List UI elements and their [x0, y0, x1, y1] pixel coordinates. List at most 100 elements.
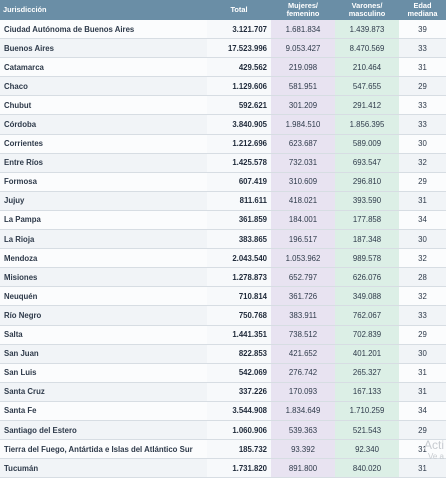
- row-mujeres: 539.363: [271, 420, 335, 441]
- table-row: Buenos Aires 17.523.996 9.053.427 8.470.569…: [0, 38, 446, 59]
- row-mujeres: 738.512: [271, 325, 335, 345]
- row-mujeres: 421.652: [271, 344, 335, 364]
- row-edad: 31: [399, 363, 446, 383]
- row-jurisdiccion: Chaco: [0, 76, 207, 97]
- table-row: Misiones 1.278.873 652.797 626.076 28: [0, 267, 446, 288]
- row-mujeres: 891.800: [271, 458, 335, 478]
- table-row: Mendoza 2.043.540 1.053.962 989.578 32: [0, 248, 446, 269]
- row-mujeres: 170.093: [271, 382, 335, 402]
- row-mujeres: 418.021: [271, 191, 335, 211]
- row-edad: 32: [399, 248, 446, 269]
- row-edad: 29: [399, 172, 446, 192]
- row-mujeres: 581.951: [271, 76, 335, 97]
- row-mujeres: 383.911: [271, 305, 335, 326]
- header-jurisdiccion: Jurisdicción: [0, 0, 207, 20]
- table-row: Córdoba 3.840.905 1.984.510 1.856.395 33: [0, 114, 446, 135]
- row-edad: 30: [399, 134, 446, 154]
- watermark-line-1: Acti: [423, 438, 444, 452]
- row-edad: 39: [399, 20, 446, 40]
- row-varones: 1.439.873: [335, 20, 399, 40]
- row-edad: 34: [399, 210, 446, 231]
- table-row: San Juan 822.853 421.652 401.201 30: [0, 344, 446, 364]
- row-jurisdiccion: Río Negro: [0, 305, 207, 326]
- row-total: 811.611: [207, 191, 271, 211]
- table-row: Salta 1.441.351 738.512 702.839 29: [0, 325, 446, 345]
- table-row: Chubut 592.621 301.209 291.412 33: [0, 95, 446, 116]
- row-mujeres: 623.687: [271, 134, 335, 154]
- row-edad: 31: [399, 57, 446, 78]
- row-varones: 187.348: [335, 229, 399, 250]
- row-jurisdiccion: Ciudad Autónoma de Buenos Aires: [0, 20, 207, 40]
- table-row: Formosa 607.419 310.609 296.810 29: [0, 172, 446, 192]
- row-varones: 92.340: [335, 439, 399, 460]
- row-total: 592.621: [207, 95, 271, 116]
- row-jurisdiccion: Formosa: [0, 172, 207, 192]
- row-edad: 31: [399, 191, 446, 211]
- row-total: 750.768: [207, 305, 271, 326]
- row-total: 1.278.873: [207, 267, 271, 288]
- table-row: San Luis 542.069 276.742 265.327 31: [0, 363, 446, 383]
- row-mujeres: 361.726: [271, 286, 335, 307]
- row-jurisdiccion: Chubut: [0, 95, 207, 116]
- table-header-row: Jurisdicción Total Mujeres/ femenino Var…: [0, 0, 446, 20]
- row-jurisdiccion: Catamarca: [0, 57, 207, 78]
- row-jurisdiccion: Misiones: [0, 267, 207, 288]
- row-edad: 33: [399, 38, 446, 59]
- row-mujeres: 93.392: [271, 439, 335, 460]
- table-row: La Pampa 361.859 184.001 177.858 34: [0, 210, 446, 231]
- row-jurisdiccion: Mendoza: [0, 248, 207, 269]
- row-edad: 29: [399, 76, 446, 97]
- row-jurisdiccion: Corrientes: [0, 134, 207, 154]
- table-row: Ciudad Autónoma de Buenos Aires 3.121.707…: [0, 20, 446, 40]
- row-total: 1.129.606: [207, 76, 271, 97]
- row-varones: 393.590: [335, 191, 399, 211]
- row-mujeres: 732.031: [271, 153, 335, 173]
- header-varones: Varones/ masculino: [335, 0, 399, 20]
- table-row: Corrientes 1.212.696 623.687 589.009 30: [0, 134, 446, 154]
- row-jurisdiccion: La Pampa: [0, 210, 207, 231]
- row-total: 822.853: [207, 344, 271, 364]
- row-jurisdiccion: La Rioja: [0, 229, 207, 250]
- row-edad: 31: [399, 439, 446, 460]
- row-jurisdiccion: Neuquén: [0, 286, 207, 307]
- row-mujeres: 219.098: [271, 57, 335, 78]
- row-total: 1.212.696: [207, 134, 271, 154]
- header-edad: Edad mediana: [399, 0, 446, 20]
- row-varones: 521.543: [335, 420, 399, 441]
- row-edad: 31: [399, 382, 446, 402]
- table-row: Santa Cruz 337.226 170.093 167.133 31: [0, 382, 446, 402]
- header-total: Total: [207, 0, 271, 20]
- table-row: Santiago del Estero 1.060.906 539.363 521.5…: [0, 420, 446, 441]
- row-total: 1.731.820: [207, 458, 271, 478]
- row-total: 542.069: [207, 363, 271, 383]
- row-edad: 32: [399, 153, 446, 173]
- row-varones: 291.412: [335, 95, 399, 116]
- row-jurisdiccion: Santa Fe: [0, 401, 207, 421]
- row-mujeres: 1.053.962: [271, 248, 335, 269]
- row-mujeres: 9.053.427: [271, 38, 335, 59]
- table-row: Tierra del Fuego, Antártida e Islas del …: [0, 439, 446, 460]
- table-row: Santa Fe 3.544.908 1.834.649 1.710.259 34: [0, 401, 446, 421]
- row-edad: 29: [399, 325, 446, 345]
- table-body: Ciudad Autónoma de Buenos Aires 3.121.707…: [0, 20, 446, 478]
- row-total: 1.441.351: [207, 325, 271, 345]
- row-jurisdiccion: Córdoba: [0, 114, 207, 135]
- row-edad: 33: [399, 114, 446, 135]
- table-row: Neuquén 710.814 361.726 349.088 32: [0, 286, 446, 307]
- row-jurisdiccion: Tucumán: [0, 458, 207, 478]
- row-jurisdiccion: Santa Cruz: [0, 382, 207, 402]
- row-mujeres: 276.742: [271, 363, 335, 383]
- table-row: Jujuy 811.611 418.021 393.590 31: [0, 191, 446, 211]
- row-mujeres: 1.834.649: [271, 401, 335, 421]
- row-varones: 210.464: [335, 57, 399, 78]
- row-total: 710.814: [207, 286, 271, 307]
- row-mujeres: 310.609: [271, 172, 335, 192]
- row-mujeres: 184.001: [271, 210, 335, 231]
- table-row: Río Negro 750.768 383.911 762.067 33: [0, 305, 446, 326]
- row-jurisdiccion: Salta: [0, 325, 207, 345]
- row-mujeres: 1.681.834: [271, 20, 335, 40]
- row-jurisdiccion: Tierra del Fuego, Antártida e Islas del …: [0, 439, 207, 460]
- row-total: 607.419: [207, 172, 271, 192]
- row-varones: 626.076: [335, 267, 399, 288]
